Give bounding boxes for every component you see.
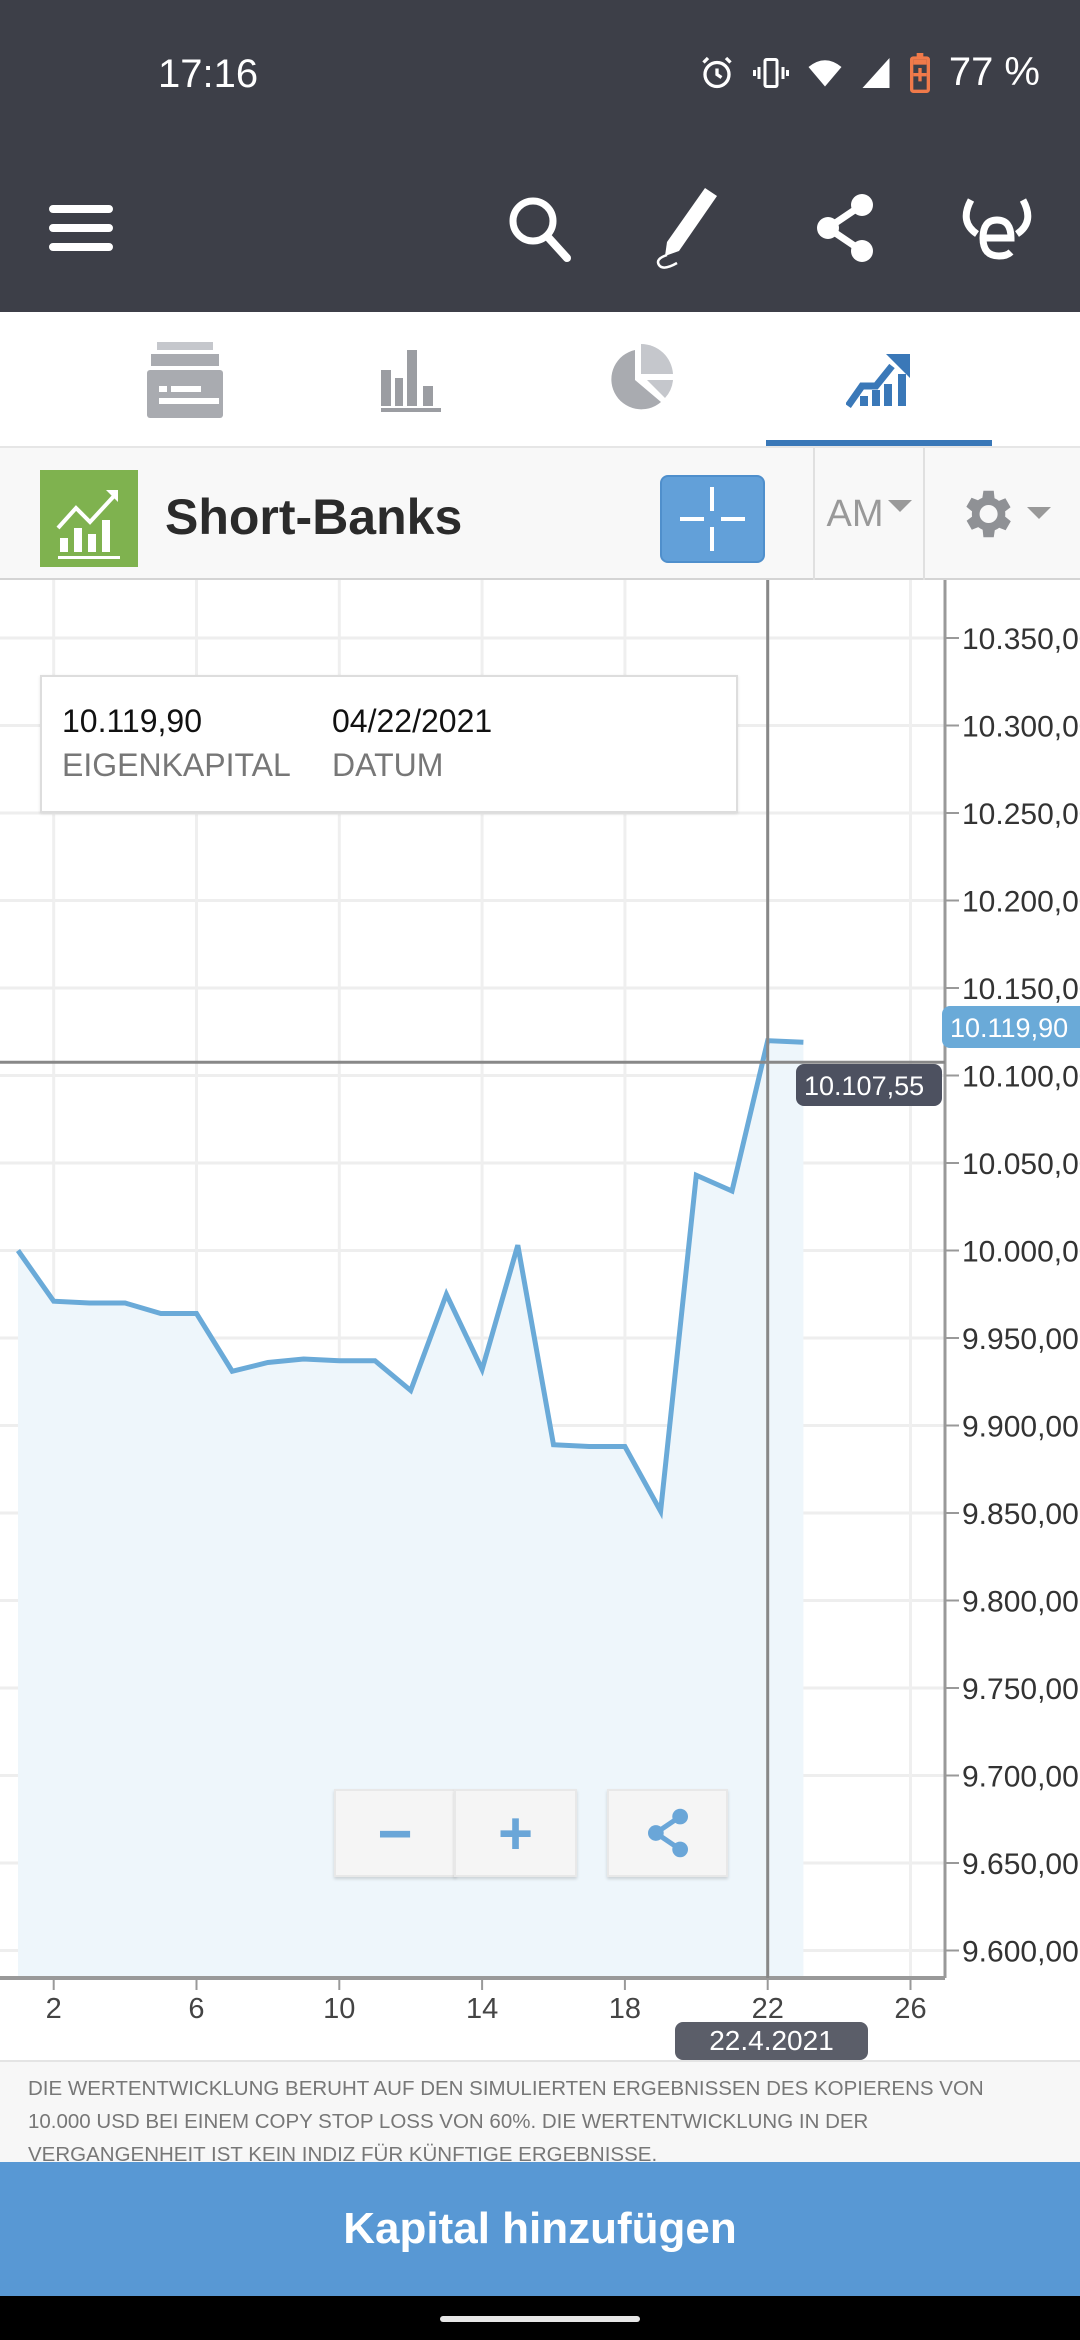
equity-chart[interactable]: 10.350,00 10.300,00 10.250,00 10.200,00 10.1… (0, 580, 1080, 2060)
wifi-icon (808, 59, 842, 86)
portfolio-header (0, 448, 1080, 580)
chart-share-button[interactable] (607, 1789, 728, 1877)
crosshair-value-badge: 10.107,55 (796, 1064, 942, 1106)
range-select-value: AM (826, 492, 884, 535)
tooltip-value-label: EIGENKAPITAL (62, 747, 291, 783)
menu-icon[interactable] (36, 180, 126, 276)
tab-performance[interactable] (766, 312, 992, 448)
y-tick-label: 9.800,00 (962, 1586, 1079, 1619)
tab-bar (0, 312, 1080, 448)
edit-icon[interactable] (640, 180, 730, 276)
y-tick-label: 10.250,00 (962, 798, 1080, 831)
app-header (0, 0, 1080, 312)
x-tick-label: 2 (46, 1993, 62, 2025)
portfolio-avatar (40, 470, 138, 567)
y-tick-label: 9.750,00 (962, 1673, 1079, 1706)
disclaimer-line: 10.000 USD BEI EINEM COPY STOP LOSS VON … (28, 2110, 869, 2133)
x-tick-label: 10 (323, 1993, 355, 2025)
performance-chart-icon (846, 354, 910, 408)
battery-icon (909, 52, 930, 93)
home-handle[interactable] (440, 2316, 640, 2322)
disclaimer-line: VERGANGENHEIT IST KEIN INDIZ FÜR KÜNFTIG… (28, 2143, 658, 2166)
gear-icon (965, 490, 1011, 538)
y-tick-label: 10.050,00 (962, 1148, 1080, 1181)
equity-area (18, 1040, 804, 1978)
tooltip-date-label: DATUM (332, 747, 444, 783)
add-funds-button[interactable]: Kapital hinzufügen (0, 2162, 1080, 2296)
battery-percent: 77 % (948, 50, 1040, 94)
etoro-logo-icon[interactable] (952, 180, 1042, 276)
y-tick-label: 10.300,00 (962, 711, 1080, 744)
y-tick-label: 10.350,00 (962, 623, 1080, 656)
share-icon (647, 1808, 688, 1858)
tooltip-value: 10.119,90 (62, 703, 202, 739)
range-select[interactable]: AM (813, 448, 925, 580)
crosshair-toggle-button[interactable] (660, 475, 765, 563)
status-icons: 77 % (699, 50, 1040, 95)
tab-portfolio[interactable] (72, 312, 298, 448)
crosshair-date-badge: 22.4.2021 (675, 2022, 868, 2060)
x-tick-label: 26 (894, 1993, 926, 2025)
share-icon[interactable] (800, 180, 890, 276)
status-time: 17:16 (158, 52, 259, 96)
chevron-down-icon (887, 500, 912, 512)
pie-chart-icon (611, 344, 673, 410)
last-value-badge: 10.119,90 (942, 1006, 1080, 1048)
y-tick-label: 10.150,00 (962, 973, 1080, 1006)
y-tick-label: 9.950,00 (962, 1323, 1079, 1356)
signal-icon (862, 57, 890, 88)
bar-chart-icon (381, 350, 441, 412)
tooltip-date: 04/22/2021 (332, 703, 493, 739)
settings-button[interactable] (925, 448, 1080, 580)
x-tick-label: 18 (609, 1993, 641, 2025)
portfolio-icon (147, 342, 223, 418)
x-tick-label: 6 (188, 1993, 204, 2025)
page-title: Short-Banks (165, 489, 463, 545)
system-nav-bar (0, 2296, 1080, 2340)
zoom-out-button[interactable]: − (334, 1789, 456, 1877)
disclaimer: DIE WERTENTWICKLUNG BERUHT AUF DEN SIMUL… (0, 2060, 1080, 2166)
tab-stats[interactable] (298, 312, 524, 448)
crosshair-icon (680, 487, 745, 551)
active-tab-indicator (766, 440, 992, 446)
x-tick-label: 14 (466, 1993, 498, 2025)
x-tick-label: 22 (752, 1993, 784, 2025)
vibrate-icon (752, 57, 789, 88)
y-tick-label: 10.100,00 (962, 1061, 1080, 1094)
alarm-icon (702, 56, 732, 88)
y-tick-label: 9.850,00 (962, 1498, 1079, 1531)
y-tick-label: 9.700,00 (962, 1761, 1079, 1794)
y-tick-label: 10.000,00 (962, 1236, 1080, 1269)
zoom-in-button[interactable]: + (454, 1789, 577, 1877)
chevron-down-icon (1026, 507, 1051, 519)
search-icon[interactable] (495, 180, 585, 276)
chart-tooltip: 10.119,90 04/22/2021 EIGENKAPITAL DATUM (40, 675, 738, 813)
disclaimer-line: DIE WERTENTWICKLUNG BERUHT AUF DEN SIMUL… (28, 2077, 984, 2100)
y-tick-label: 9.650,00 (962, 1848, 1079, 1881)
y-tick-label: 10.200,00 (962, 886, 1080, 919)
y-tick-label: 9.900,00 (962, 1411, 1079, 1444)
y-tick-label: 9.600,00 (962, 1936, 1079, 1969)
tab-portfolio-breakdown[interactable] (526, 312, 752, 448)
